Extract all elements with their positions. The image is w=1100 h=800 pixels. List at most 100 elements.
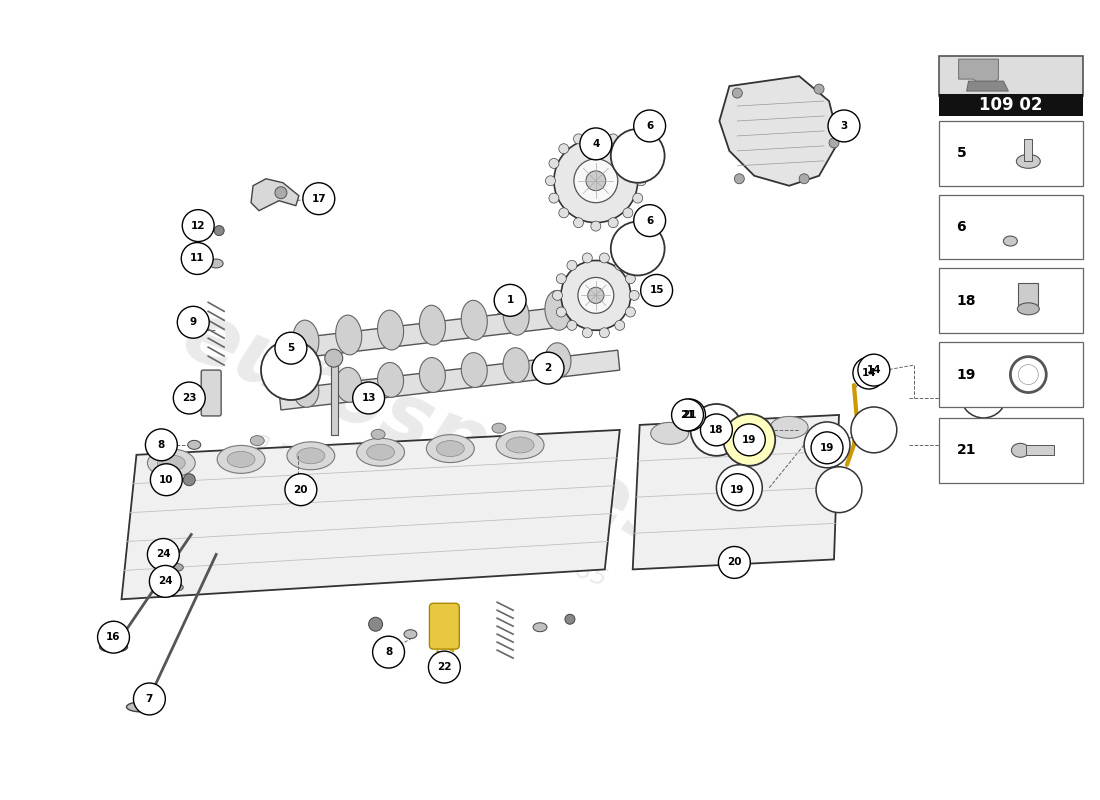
Text: 16: 16 — [107, 632, 121, 642]
Ellipse shape — [356, 438, 405, 466]
Ellipse shape — [188, 440, 200, 450]
Ellipse shape — [437, 441, 464, 457]
Circle shape — [960, 422, 1006, 468]
Circle shape — [373, 636, 405, 668]
Circle shape — [557, 274, 566, 284]
Polygon shape — [719, 76, 839, 186]
Circle shape — [691, 404, 742, 456]
Circle shape — [285, 474, 317, 506]
Circle shape — [546, 176, 556, 186]
Text: 9: 9 — [189, 318, 197, 327]
Ellipse shape — [293, 373, 319, 407]
Circle shape — [852, 357, 884, 389]
Ellipse shape — [419, 358, 446, 392]
Circle shape — [561, 261, 630, 330]
Circle shape — [580, 128, 612, 160]
Circle shape — [591, 130, 601, 141]
Circle shape — [324, 349, 343, 367]
Circle shape — [626, 274, 636, 284]
Polygon shape — [958, 59, 999, 89]
Circle shape — [150, 566, 182, 598]
Text: 17: 17 — [311, 194, 326, 204]
Circle shape — [587, 287, 604, 303]
Circle shape — [302, 182, 334, 214]
Circle shape — [608, 218, 618, 228]
Ellipse shape — [287, 442, 334, 470]
Ellipse shape — [251, 436, 264, 446]
Circle shape — [573, 218, 583, 228]
Circle shape — [591, 221, 601, 231]
Text: 19: 19 — [957, 367, 976, 382]
Circle shape — [549, 193, 559, 203]
Text: 19: 19 — [742, 435, 757, 445]
Text: 21: 21 — [957, 443, 976, 458]
Text: 1: 1 — [506, 295, 514, 306]
Circle shape — [623, 208, 632, 218]
Bar — [938, 342, 1084, 407]
Text: 20: 20 — [727, 558, 741, 567]
Circle shape — [804, 422, 850, 468]
Circle shape — [814, 84, 824, 94]
Bar — [938, 94, 1084, 116]
Circle shape — [733, 88, 742, 98]
Text: 10: 10 — [160, 474, 174, 485]
Circle shape — [557, 307, 566, 317]
Bar — [1019, 283, 1038, 305]
Circle shape — [586, 171, 606, 190]
Ellipse shape — [461, 300, 487, 340]
Circle shape — [636, 176, 646, 186]
Ellipse shape — [1011, 443, 1030, 458]
Circle shape — [626, 307, 636, 317]
Text: 8: 8 — [385, 647, 393, 657]
Bar — [938, 269, 1084, 334]
Text: 19: 19 — [977, 440, 991, 450]
Ellipse shape — [377, 362, 404, 398]
Circle shape — [559, 144, 569, 154]
Ellipse shape — [544, 290, 571, 330]
Circle shape — [828, 110, 860, 142]
Circle shape — [177, 306, 209, 338]
Circle shape — [566, 260, 576, 270]
Polygon shape — [279, 300, 619, 360]
Circle shape — [672, 399, 704, 431]
Circle shape — [532, 352, 564, 384]
FancyBboxPatch shape — [201, 370, 221, 416]
Circle shape — [673, 399, 705, 431]
Circle shape — [275, 332, 307, 364]
Circle shape — [574, 159, 618, 202]
Circle shape — [632, 158, 642, 168]
Ellipse shape — [366, 444, 395, 460]
Circle shape — [368, 618, 383, 631]
Circle shape — [799, 174, 810, 184]
Text: 8: 8 — [157, 440, 165, 450]
Ellipse shape — [1018, 303, 1040, 314]
Ellipse shape — [496, 431, 544, 459]
Bar — [938, 194, 1084, 259]
Circle shape — [552, 290, 562, 300]
Text: 21: 21 — [682, 410, 696, 420]
Ellipse shape — [157, 455, 185, 471]
Text: a passion for parts since 1985: a passion for parts since 1985 — [251, 428, 611, 591]
Text: 19: 19 — [820, 443, 834, 453]
Circle shape — [214, 226, 224, 235]
Polygon shape — [251, 178, 299, 210]
Circle shape — [811, 432, 843, 464]
Text: eurospares: eurospares — [170, 294, 690, 566]
Text: 14: 14 — [867, 365, 881, 375]
Ellipse shape — [227, 451, 255, 467]
Circle shape — [184, 474, 195, 486]
Ellipse shape — [650, 422, 689, 444]
Text: 6: 6 — [646, 121, 653, 131]
Circle shape — [565, 614, 575, 624]
Circle shape — [549, 158, 559, 168]
Circle shape — [634, 110, 665, 142]
Bar — [938, 56, 1084, 96]
Ellipse shape — [1016, 154, 1041, 168]
Circle shape — [428, 651, 460, 683]
Ellipse shape — [461, 353, 487, 387]
Circle shape — [632, 193, 642, 203]
Text: 21: 21 — [680, 410, 695, 420]
Circle shape — [183, 210, 215, 242]
Circle shape — [735, 174, 745, 184]
Circle shape — [353, 382, 385, 414]
